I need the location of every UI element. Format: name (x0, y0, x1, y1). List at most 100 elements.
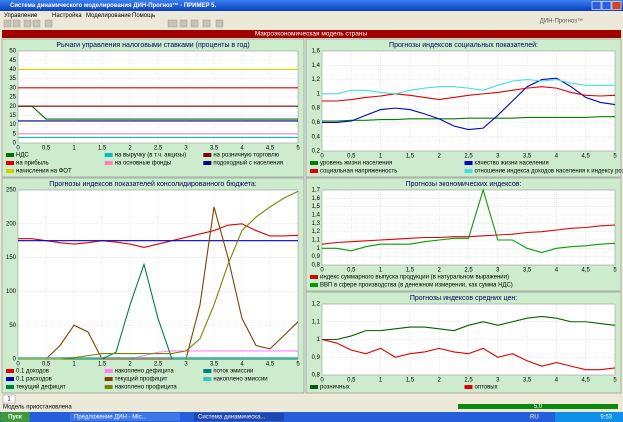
x-tick-label: 2 (438, 154, 442, 160)
x-tick-label: 3,5 (210, 146, 219, 152)
legend-label: на прибыль (16, 161, 49, 167)
legend-swatch (310, 385, 318, 389)
tool-button[interactable] (23, 19, 32, 28)
y-tick-label: 250 (6, 188, 17, 194)
tool-button[interactable] (44, 19, 53, 28)
x-tick-label: 0 (320, 378, 324, 384)
x-tick-label: 0,5 (347, 268, 356, 274)
x-tick-label: 3 (496, 378, 500, 384)
legend-swatch (6, 377, 14, 381)
status-area (0, 394, 623, 412)
y-tick-label: 0,9 (312, 355, 321, 361)
y-tick-label: 40 (9, 67, 16, 73)
y-tick-label: 1,3 (312, 221, 321, 227)
legend-swatch (203, 161, 212, 165)
chart-title: Прогнозы индексов социальных показателей… (389, 41, 538, 49)
y-tick-label: 1,2 (312, 302, 321, 308)
menu-item[interactable]: Настройка (52, 12, 82, 19)
x-tick-label: 4,5 (582, 154, 591, 160)
x-tick-label: 2 (128, 146, 132, 152)
legend-swatch (464, 161, 473, 165)
x-tick-label: 3,5 (523, 154, 532, 160)
status-text: Модель приостановлена (3, 405, 72, 411)
menu-item[interactable]: Помощь (132, 13, 155, 19)
task-label[interactable]: Система динамическа... (198, 415, 266, 421)
legend-swatch (464, 169, 473, 173)
legend-swatch (310, 283, 318, 287)
language[interactable]: RU (530, 415, 539, 421)
y-tick-label: 25 (9, 95, 16, 101)
task-button[interactable] (194, 413, 284, 421)
tool-button[interactable] (179, 19, 188, 28)
charts: Рычаги управления налоговыми ставками (п… (1, 38, 623, 394)
y-tick-label: 1,6 (312, 49, 321, 55)
start-button[interactable] (0, 412, 30, 422)
close-button[interactable] (611, 1, 622, 10)
x-tick-label: 1 (72, 362, 76, 368)
y-tick-label: 35 (9, 76, 16, 82)
y-tick-label: 50 (9, 323, 16, 329)
x-tick-label: 4,5 (582, 268, 591, 274)
x-tick-label: 4 (555, 268, 559, 274)
x-tick-label: 2 (438, 268, 442, 274)
tool-button[interactable] (32, 19, 41, 28)
legend-label: индекс суммарного выпуска продукции (в н… (320, 275, 509, 281)
tool-button[interactable] (12, 19, 21, 28)
x-tick-label: 3,5 (523, 268, 532, 274)
chart-title: Прогнозы индексов показателей консолидир… (49, 180, 256, 188)
legend-swatch (6, 385, 14, 389)
y-tick-label: 0,6 (312, 120, 321, 126)
x-tick-label: 2 (128, 362, 132, 368)
legend-label: оптовых (475, 385, 498, 391)
x-tick-label: 3,5 (210, 362, 219, 368)
legend-label: 0.1 расходов (16, 377, 52, 383)
y-tick-label: 5 (13, 131, 17, 137)
header-title: Макроэкономическая модель страны (255, 31, 368, 38)
toolbar (3, 19, 224, 28)
x-tick-label: 1,5 (98, 146, 107, 152)
start-label[interactable]: Пуск (8, 415, 22, 421)
series-line (322, 116, 615, 122)
x-tick-label: 0 (16, 362, 20, 368)
chart-title: Прогнозы индексов средних цен: (410, 295, 517, 302)
series-line (321, 338, 616, 371)
series-line (18, 206, 299, 360)
y-tick-label: 1 (317, 246, 321, 252)
legend-label: социальная напряженность (320, 169, 397, 175)
task-label[interactable]: Предложение ДИН - Mic... (74, 415, 147, 421)
y-tick-label: 1 (317, 337, 321, 343)
tool-button[interactable] (190, 19, 199, 28)
y-tick-label: 1,5 (312, 204, 321, 210)
x-tick-label: 1 (379, 378, 383, 384)
task-button[interactable] (70, 413, 180, 421)
tab[interactable] (2, 394, 16, 404)
tool-button[interactable] (3, 19, 12, 28)
minimize-button[interactable] (591, 1, 602, 10)
menu-item[interactable]: Управление (4, 13, 38, 19)
menu-item[interactable]: Моделирование (86, 13, 132, 19)
tool-button[interactable] (202, 19, 211, 28)
x-tick-label: 1,5 (406, 268, 415, 274)
y-tick-label: 50 (9, 49, 16, 55)
x-tick-label: 5 (613, 268, 617, 274)
x-tick-label: 4 (240, 146, 244, 152)
x-tick-label: 4,5 (582, 378, 591, 384)
x-tick-label: 1,5 (406, 154, 415, 160)
tab-label[interactable]: 1 (7, 397, 11, 403)
x-tick-label: 2 (438, 378, 442, 384)
legend-label: на выручку (в т.ч. акцизы) (115, 153, 186, 159)
series-line (18, 190, 299, 360)
legend-swatch (203, 153, 212, 157)
series-line (322, 79, 615, 95)
legend-label: текущий профицит (115, 376, 168, 383)
legend-label: отношение индекса доходов населения к ин… (475, 169, 623, 175)
title-bar (0, 0, 623, 11)
series-line (18, 105, 298, 120)
y-tick-label: 0,9 (312, 254, 321, 260)
maximize-button[interactable] (601, 1, 612, 10)
tool-button[interactable] (167, 19, 178, 28)
tool-button[interactable] (215, 19, 224, 28)
x-tick-label: 3,5 (523, 378, 532, 384)
x-tick-label: 3 (184, 362, 188, 368)
x-tick-label: 0 (320, 154, 324, 160)
